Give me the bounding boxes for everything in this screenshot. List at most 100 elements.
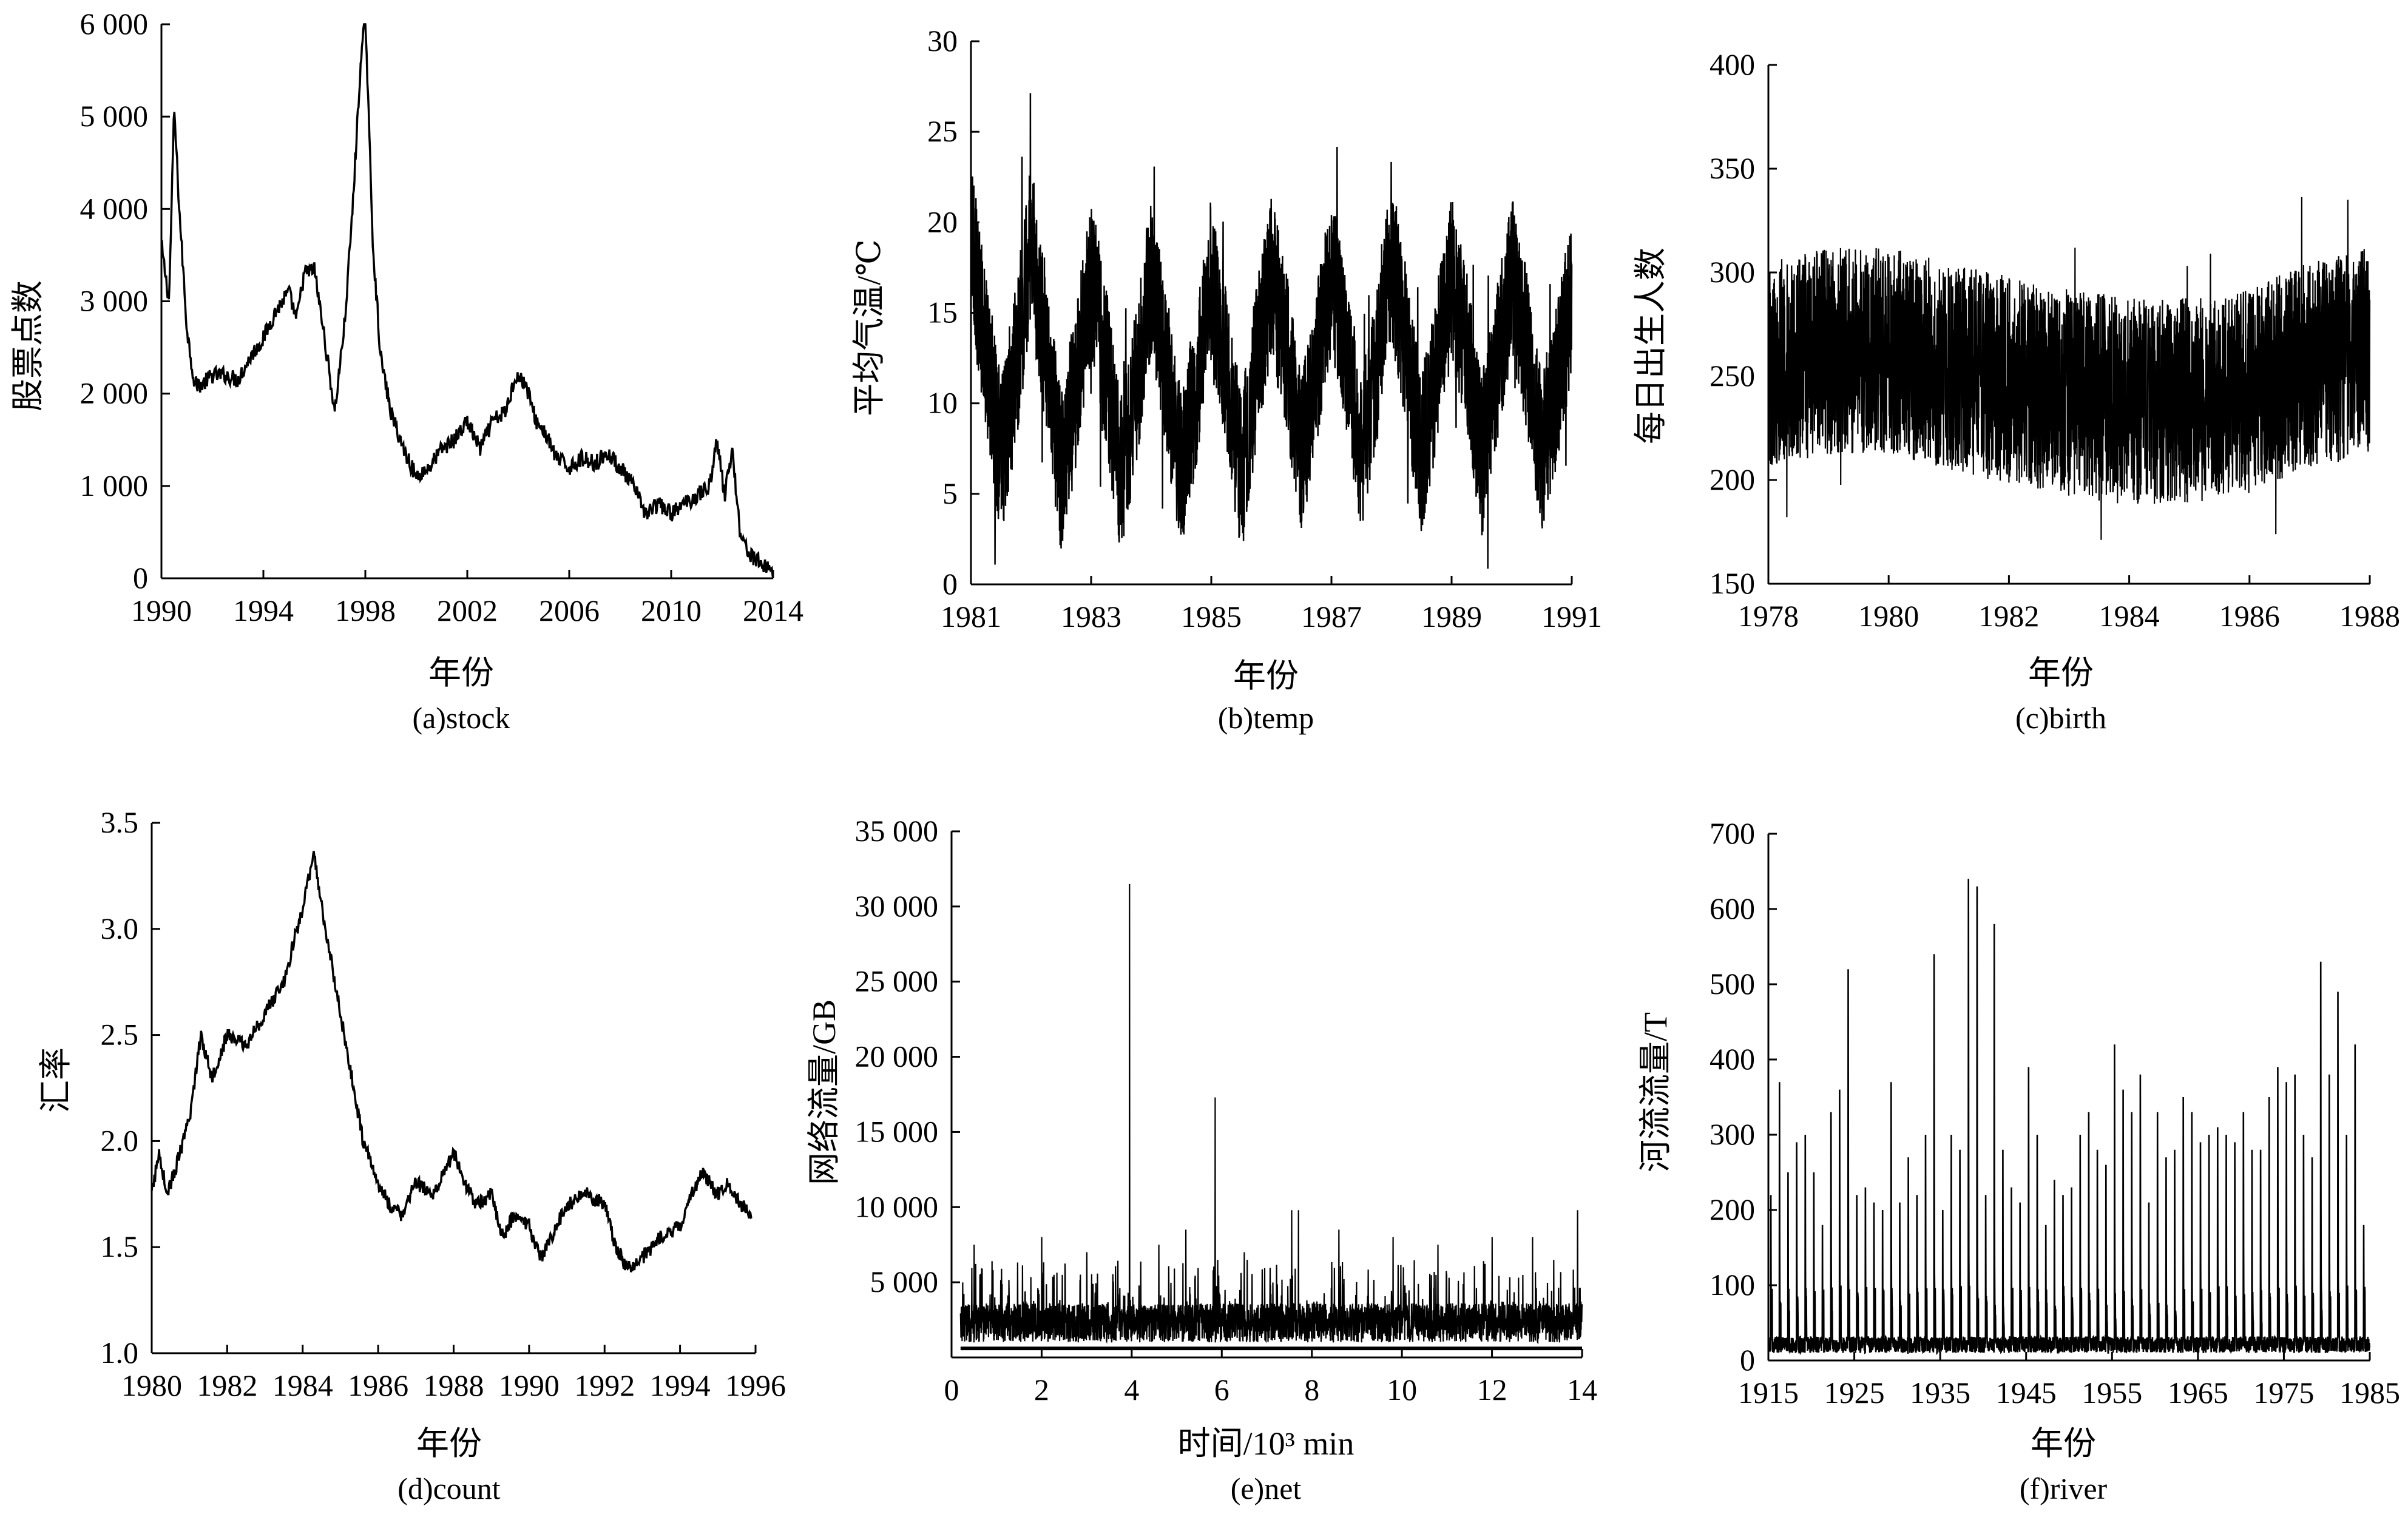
series-line-temp — [970, 93, 1573, 569]
y-tick-label: 300 — [1710, 1117, 1755, 1151]
y-axis-label: 汇率 — [38, 1047, 74, 1113]
y-tick-label: 250 — [1710, 359, 1755, 393]
x-axis-label: 年份 — [416, 1425, 482, 1462]
x-axis-label: 年份 — [428, 655, 494, 691]
y-tick-label: 2.5 — [101, 1018, 139, 1052]
x-tick-label: 1965 — [2168, 1376, 2228, 1410]
x-tick-label: 1925 — [1824, 1376, 1885, 1410]
y-tick-label: 30 000 — [855, 889, 939, 923]
y-tick-label: 5 000 — [80, 99, 149, 133]
y-tick-label: 2 000 — [80, 376, 149, 410]
panel-caption: (f)river — [2020, 1472, 2108, 1506]
chart-temp: 0 5 10 15 20 25 30 1981 1983 1985 1987 1989 1991 年份 平均… — [851, 24, 1602, 735]
panel-caption: (c)birth — [2015, 701, 2106, 735]
y-tick-label: 300 — [1710, 255, 1755, 289]
y-tick-label: 20 — [927, 204, 958, 238]
chart-net: 5 000 10 000 15 000 20 000 25 000 30 000 35 00… — [806, 814, 1597, 1506]
y-tick-label: 400 — [1710, 1042, 1755, 1076]
x-tick-label: 1980 — [121, 1368, 182, 1402]
panel-caption: (b)temp — [1218, 701, 1314, 735]
x-tick-label: 1987 — [1301, 600, 1362, 634]
y-tick-label: 1.5 — [101, 1229, 139, 1263]
x-tick-label: 1994 — [650, 1368, 711, 1402]
panel-caption: (d)count — [397, 1472, 500, 1506]
y-tick-label: 2.0 — [101, 1123, 139, 1157]
x-tick-label: 1981 — [941, 600, 1001, 634]
y-tick-label: 30 — [927, 24, 958, 58]
x-tick-label: 1988 — [2339, 599, 2400, 633]
x-tick-label: 14 — [1567, 1373, 1597, 1407]
x-tick-label: 1990 — [499, 1368, 560, 1402]
y-tick-label: 3.0 — [101, 911, 139, 945]
y-tick-label: 0 — [1740, 1343, 1755, 1377]
y-tick-label: 5 — [942, 476, 958, 510]
y-tick-label: 6 000 — [80, 7, 149, 41]
y-tick-label: 1.0 — [101, 1336, 139, 1370]
x-tick-label: 1985 — [2339, 1376, 2400, 1410]
x-tick-label: 2010 — [641, 593, 702, 627]
x-tick-label: 1996 — [725, 1368, 786, 1402]
series-line-river — [1767, 879, 2370, 1356]
series-line-count — [150, 851, 752, 1272]
y-axis-label: 平均气温/℃ — [851, 239, 887, 416]
y-tick-label: 4 000 — [80, 191, 149, 225]
y-tick-label: 600 — [1710, 891, 1755, 925]
y-tick-label: 3.5 — [101, 805, 139, 839]
x-tick-label: 1991 — [1541, 600, 1602, 634]
chart-stock: 0 1 000 2 000 3 000 4 000 5 000 6 000 1990 1994 1… — [10, 7, 803, 735]
series-line-birth — [1767, 197, 2371, 540]
panel-caption: (a)stock — [412, 701, 510, 735]
y-tick-label: 700 — [1710, 816, 1755, 850]
chart-birth: 150 200 250 300 350 400 1978 1980 1982 1984 1986 19… — [1632, 47, 2400, 735]
chart-count: 1.0 1.5 2.0 2.5 3.0 3.5 1980 1982 1984 1986 1988 19… — [38, 805, 786, 1506]
x-axis-label: 年份 — [1233, 658, 1299, 694]
x-tick-label: 4 — [1124, 1373, 1139, 1407]
x-tick-label: 1982 — [197, 1368, 257, 1402]
x-tick-label: 1945 — [1996, 1376, 2057, 1410]
y-tick-label: 25 000 — [855, 964, 939, 998]
x-tick-label: 1978 — [1738, 599, 1799, 633]
y-tick-label: 5 000 — [870, 1265, 939, 1299]
series-line-stock — [160, 23, 774, 578]
y-tick-label: 3 000 — [80, 284, 149, 318]
x-tick-label: 1984 — [2099, 599, 2160, 633]
x-axis-label: 年份 — [2028, 655, 2094, 691]
y-tick-label: 350 — [1710, 151, 1755, 185]
x-tick-label: 1994 — [233, 593, 294, 627]
x-tick-label: 1983 — [1061, 600, 1121, 634]
y-tick-label: 150 — [1710, 566, 1755, 600]
x-tick-label: 1935 — [1910, 1376, 1970, 1410]
x-tick-label: 1988 — [424, 1368, 484, 1402]
y-tick-label: 20 000 — [855, 1039, 939, 1073]
x-tick-label: 1986 — [2219, 599, 2280, 633]
x-tick-label: 1985 — [1181, 600, 1242, 634]
y-tick-label: 35 000 — [855, 814, 939, 848]
x-tick-label: 1984 — [272, 1368, 333, 1402]
y-tick-label: 25 — [927, 114, 958, 148]
y-axis-label: 网络流量/GB — [806, 999, 842, 1185]
x-tick-label: 1915 — [1738, 1376, 1799, 1410]
x-tick-label: 1989 — [1421, 600, 1482, 634]
x-tick-label: 8 — [1304, 1373, 1319, 1407]
x-tick-label: 10 — [1387, 1373, 1417, 1407]
y-axis-label: 河流流量/T — [1637, 1012, 1674, 1172]
x-tick-label: 1998 — [335, 593, 396, 627]
y-axis-label: 股票点数 — [10, 280, 46, 411]
y-tick-label: 0 — [942, 567, 958, 601]
y-tick-label: 500 — [1710, 967, 1755, 1001]
y-tick-label: 10 — [927, 386, 958, 420]
panel-caption: (e)net — [1231, 1472, 1302, 1506]
y-tick-label: 15 000 — [855, 1114, 939, 1148]
x-tick-label: 1955 — [2082, 1376, 2142, 1410]
y-tick-label: 100 — [1710, 1268, 1755, 1302]
x-tick-label: 6 — [1214, 1373, 1229, 1407]
x-tick-label: 2006 — [539, 593, 600, 627]
y-axis-label: 每日出生人数 — [1632, 248, 1669, 444]
x-tick-label: 2 — [1034, 1373, 1049, 1407]
x-tick-label: 1986 — [348, 1368, 408, 1402]
y-tick-label: 1 000 — [80, 468, 149, 502]
y-tick-label: 200 — [1710, 1192, 1755, 1226]
x-tick-label: 12 — [1477, 1373, 1507, 1407]
